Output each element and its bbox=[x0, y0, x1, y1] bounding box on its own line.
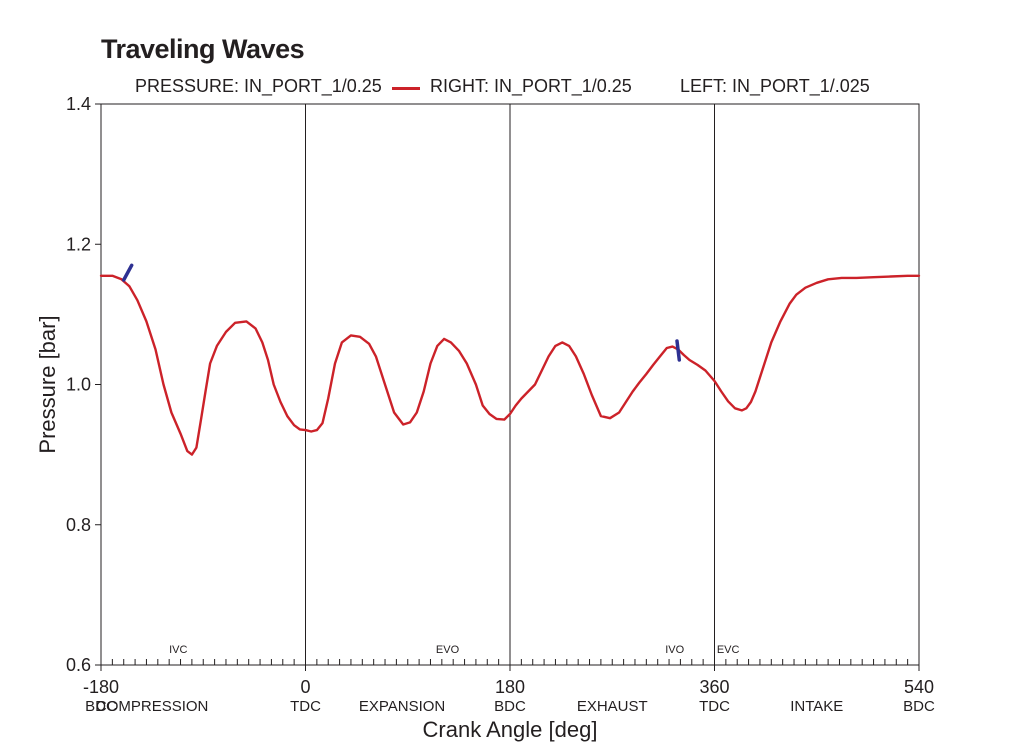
x-tick-label: 180 bbox=[495, 677, 525, 697]
event-label: IVO bbox=[665, 644, 684, 656]
y-tick-label: 1.4 bbox=[66, 94, 91, 114]
y-tick-label: 0.6 bbox=[66, 655, 91, 675]
x-sub-label: BDC bbox=[494, 698, 526, 715]
x-sub-label: INTAKE bbox=[790, 698, 843, 715]
x-sub-label: TDC bbox=[290, 698, 321, 715]
x-tick-label: 0 bbox=[300, 677, 310, 697]
event-label: EVC bbox=[717, 644, 740, 656]
x-sub-label: EXHAUST bbox=[577, 698, 648, 715]
event-label: EVO bbox=[436, 644, 460, 656]
x-sub-label: EXPANSION bbox=[359, 698, 445, 715]
event-label: IVC bbox=[169, 644, 187, 656]
legend-swatch-right bbox=[392, 87, 420, 90]
legend-item-pressure: PRESSURE: IN_PORT_1/0.25 bbox=[135, 76, 382, 96]
x-axis-title: Crank Angle [deg] bbox=[423, 717, 598, 742]
chart-title: Traveling Waves bbox=[101, 34, 305, 64]
x-tick-label: -180 bbox=[83, 677, 119, 697]
marker-line bbox=[121, 263, 134, 282]
y-tick-label: 1.2 bbox=[66, 234, 91, 254]
legend-item-left: LEFT: IN_PORT_1/.025 bbox=[680, 76, 870, 96]
marker-line bbox=[675, 339, 682, 362]
y-axis-title: Pressure [bar] bbox=[35, 315, 60, 453]
x-sub-label: BDC bbox=[85, 698, 117, 715]
series-line bbox=[99, 274, 921, 456]
x-tick-label: 360 bbox=[699, 677, 729, 697]
x-sub-label: COMPRESSION bbox=[96, 698, 209, 715]
x-tick-label: 540 bbox=[904, 677, 934, 697]
y-tick-label: 1.0 bbox=[66, 375, 91, 395]
x-sub-label: BDC bbox=[903, 698, 935, 715]
legend-item-right: RIGHT: IN_PORT_1/0.25 bbox=[430, 76, 632, 96]
y-tick-label: 0.8 bbox=[66, 515, 91, 535]
x-sub-label: TDC bbox=[699, 698, 730, 715]
